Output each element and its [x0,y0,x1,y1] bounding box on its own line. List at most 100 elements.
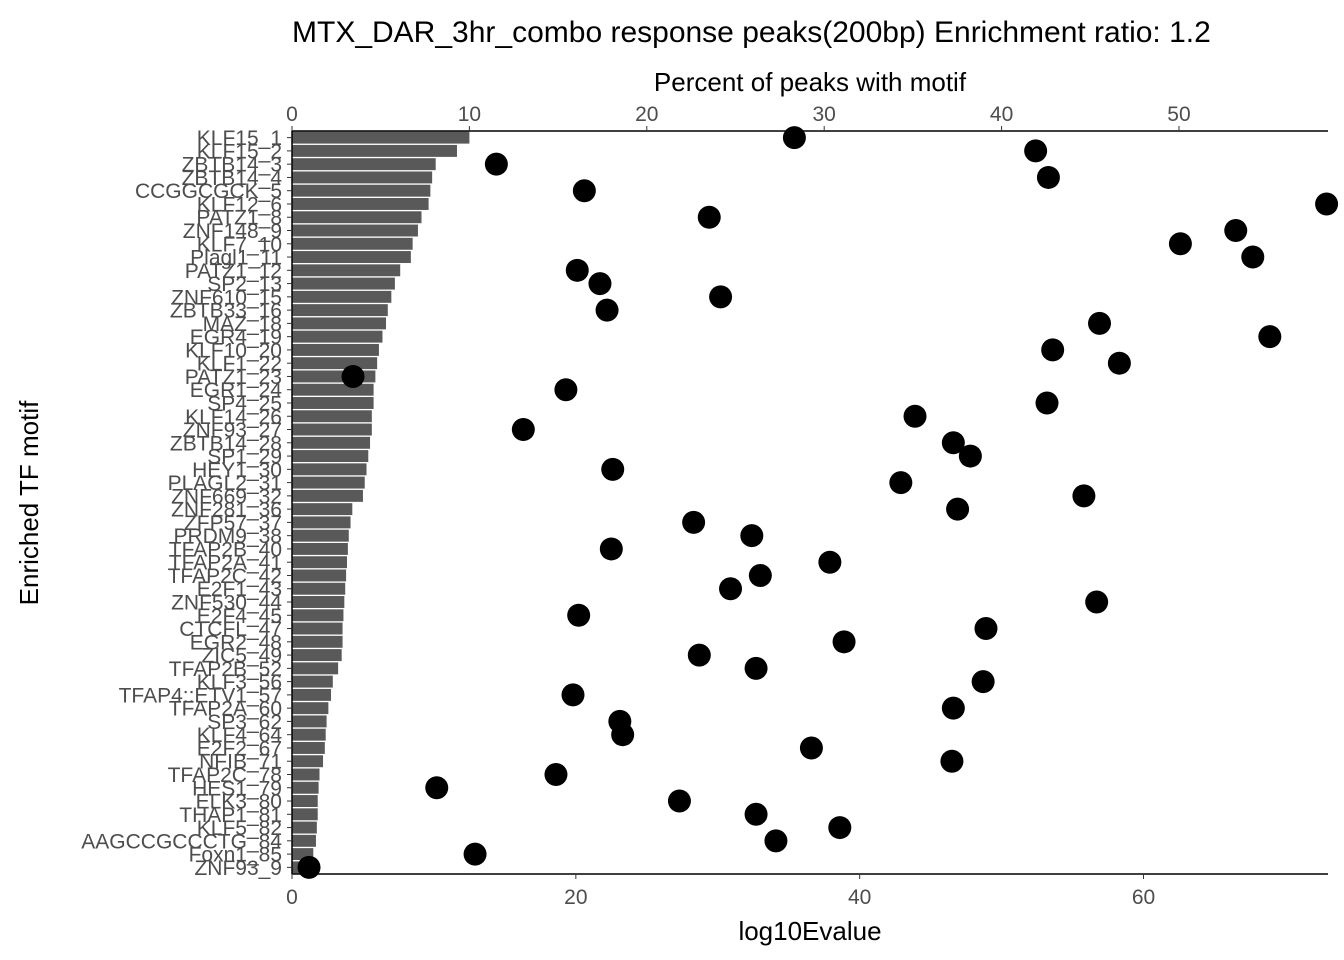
bar-EGR1_24 [292,383,374,396]
top-tick-label: 10 [458,103,481,126]
category-label: PRDM9_38 [173,525,282,548]
top-tick-label: 0 [286,103,298,126]
category-label: PATZ1_12 [185,260,282,283]
category-label: EGR1_24 [190,379,283,402]
point-ZNF148_9 [1224,219,1248,243]
category-label: CCGGCGCK_5 [135,180,282,203]
category-label: TFAP2C_42 [168,565,282,588]
bar-SP1_29 [292,450,369,463]
axes-layer: 0 20 40 60 0 10 20 30 40 50 [286,103,1328,909]
bar-E2F2_67 [292,741,325,754]
bar-ZNF610_15 [292,290,392,303]
bar-SP3_62 [292,715,327,728]
category-label: HEY1_30 [192,459,282,482]
bar-PLAGL2_31 [292,476,365,489]
bar-KLF14_26 [292,410,372,423]
point-KLF10_20 [1041,338,1065,362]
point-ZNF93_27 [511,418,535,442]
point-EGR4_19 [1258,325,1282,349]
bar-PATZ1_8 [292,211,422,224]
point-ZNF93_9 [297,855,321,879]
bottom-tick-label: 0 [286,886,298,909]
point-CCGGCGCK_5 [572,179,596,203]
category-label: MAZ_18 [203,313,282,336]
bottom-axis-title: log10Evalue [738,916,881,946]
point-KLF7_10 [1168,232,1192,256]
point-SP1_29 [958,444,982,468]
bar-SP4_25 [292,397,374,409]
point-TFAP2C_42 [748,563,772,587]
point-TFAP4::ETV1_57 [561,683,585,707]
category-label: PATZ1_8 [196,207,282,230]
point-SP2_13 [588,272,612,296]
y-axis-title: Enriched TF motif [14,400,44,605]
bar-KLF15_2 [292,144,457,157]
category-label: PATZ1_23 [185,366,282,389]
category-label: Foxn1_85 [189,844,282,867]
category-label: TFAP2B_40 [169,538,282,561]
point-ZNF669_32 [1072,484,1096,508]
bar-KLF7_10 [292,237,413,250]
category-label: PLAGL2_31 [168,472,282,495]
point-TFAP2B_40 [599,537,623,561]
bar-ZBTB14_4 [292,171,433,184]
point-ZIC5_49 [687,643,711,667]
bar-ZIC5_49 [292,649,342,662]
point-NFIB_71 [940,749,964,773]
bar-TFAP2B_40 [292,542,348,555]
bar-KLF5_82 [292,821,317,834]
bar-EGR4_19 [292,330,383,343]
point-HES1_79 [425,776,449,800]
category-labels: KLF15_1KLF15_2ZBTB14_3ZBTB14_4CCGGCGCK_5… [81,127,282,880]
point-ZNF281_36 [946,497,970,521]
point-Foxn1_85 [463,842,487,866]
bar-ZFP57_37 [292,516,351,529]
point-KLF12_6 [1315,192,1339,216]
category-label: SP4_25 [207,392,282,415]
point-E2F2_67 [799,736,823,760]
bar-KLF3_56 [292,675,333,688]
bar-PATZ1_12 [292,264,401,277]
point-ELK3_80 [667,789,691,813]
point-ZNF610_15 [709,285,733,309]
point-PATZ1_12 [565,258,589,282]
bar-CCGGCGCK_5 [292,184,431,197]
category-label: ZBTB14_4 [182,167,283,190]
category-label: KLF14_26 [185,406,282,429]
category-label: ZIC5_49 [201,645,282,668]
point-E2F4_45 [567,603,591,627]
bar-HEY1_30 [292,463,367,476]
point-THAP1_81 [744,802,768,826]
category-label: ZFP57_37 [184,512,282,535]
category-label: ZNF669_32 [171,485,282,508]
category-label: ZNF148_9 [183,220,282,243]
point-SP4_25 [1035,391,1059,415]
point-Plagl1_11 [1241,245,1265,269]
bar-KLF10_20 [292,343,379,356]
category-label: KLF10_20 [185,339,282,362]
bar-ZNF281_36 [292,503,353,516]
bar-TFAP2C_78 [292,768,320,781]
point-MAZ_18 [1088,311,1112,335]
bar-ELK3_80 [292,795,318,807]
bar-THAP1_81 [292,808,318,821]
category-label: CTCFL_47 [179,618,282,641]
bar-TFAP2A_41 [292,556,347,569]
category-label: ZNF93_9 [194,857,282,880]
category-label: SP3_62 [207,711,282,734]
point-CTCFL_47 [974,617,998,641]
bar-HES1_79 [292,781,319,794]
bar-SP2_13 [292,277,395,290]
points-layer [297,126,1339,879]
category-label: Plagl1_11 [190,247,282,270]
bar-ZNF93_27 [292,423,372,436]
bar-ZNF669_32 [292,489,363,502]
bar-KLF4_64 [292,728,326,741]
category-label: SP1_29 [207,446,282,469]
bar-ZBTB33_16 [292,304,388,317]
category-label: KLF5_82 [197,817,282,840]
bar-AAGCCGCCCTG_84 [292,834,316,847]
point-ZBTB33_16 [595,298,619,322]
top-tick-label: 20 [635,103,658,126]
